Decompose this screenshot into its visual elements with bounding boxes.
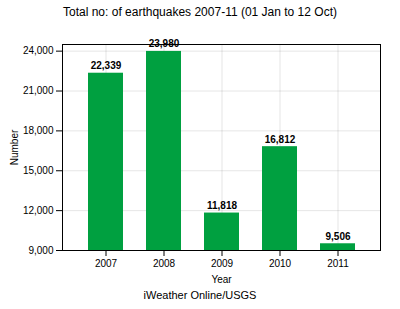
- svg-text:2008: 2008: [153, 258, 176, 269]
- svg-text:9,506: 9,506: [325, 231, 350, 242]
- svg-text:Number: Number: [9, 129, 20, 165]
- svg-text:2009: 2009: [211, 258, 234, 269]
- svg-text:2010: 2010: [269, 258, 292, 269]
- svg-text:15,000: 15,000: [23, 165, 54, 176]
- svg-text:22,339: 22,339: [91, 60, 122, 71]
- html-text:Total no: of earthquakes 2007-: Total no: of earthquakes 2007-11 (01 Jan…: [63, 5, 337, 19]
- svg-text:23,980: 23,980: [149, 38, 180, 49]
- svg-text:21,000: 21,000: [23, 85, 54, 96]
- svg-text:Year: Year: [211, 274, 232, 285]
- svg-text:24,000: 24,000: [23, 45, 54, 56]
- svg-text:16,812: 16,812: [265, 134, 296, 145]
- html-text:iWeather Online/USGS: iWeather Online/USGS: [143, 289, 257, 301]
- svg-text:12,000: 12,000: [23, 205, 54, 216]
- svg-text:2011: 2011: [327, 258, 349, 269]
- svg-text:9,000: 9,000: [28, 245, 53, 256]
- svg-text:18,000: 18,000: [23, 125, 54, 136]
- svg-text:2007: 2007: [95, 258, 118, 269]
- svg-text:11,818: 11,818: [207, 200, 237, 211]
